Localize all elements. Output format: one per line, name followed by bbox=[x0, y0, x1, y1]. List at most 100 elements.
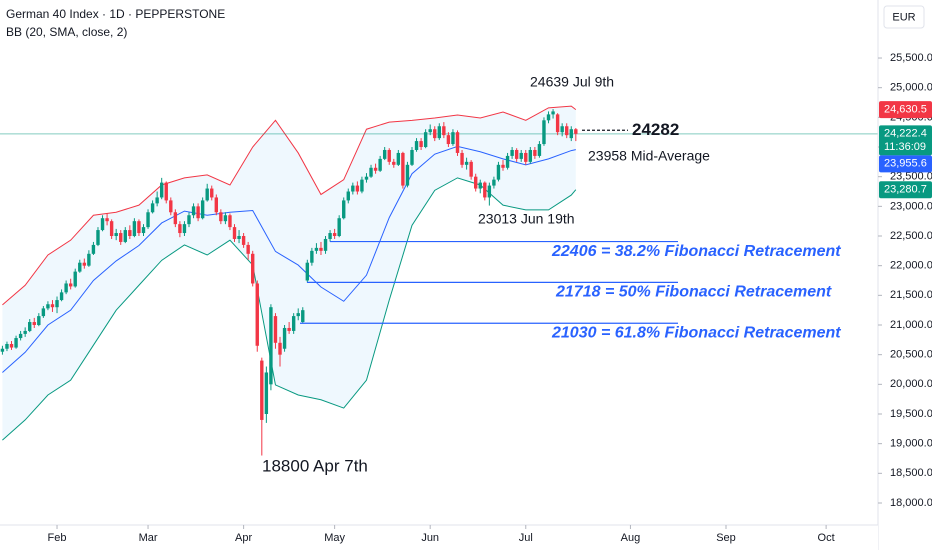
candle-body bbox=[492, 179, 496, 186]
candle-body bbox=[146, 212, 150, 228]
price-label: 23,955.6 bbox=[884, 158, 927, 170]
candle-body bbox=[241, 236, 246, 245]
plot-area: 22406 = 38.2% Fibonacci Retracement 21718… bbox=[0, 74, 878, 475]
candle-body bbox=[373, 167, 378, 171]
candle-body bbox=[442, 126, 446, 136]
y-tick-label: 22,000.0 bbox=[890, 260, 932, 272]
candle-body bbox=[246, 244, 250, 254]
candle-body bbox=[451, 132, 455, 145]
candle-body bbox=[237, 236, 241, 239]
candle-body bbox=[73, 271, 77, 287]
x-tick-label: Feb bbox=[48, 532, 67, 544]
candle-body bbox=[196, 206, 200, 219]
candle-body bbox=[187, 215, 191, 225]
candle-body bbox=[18, 333, 23, 339]
candle-body bbox=[55, 300, 59, 308]
candle-body bbox=[251, 253, 255, 284]
y-tick-label: 23,500.0 bbox=[890, 171, 932, 183]
price-label-box bbox=[879, 125, 932, 156]
annotation: 24639 Jul 9th bbox=[530, 74, 614, 90]
x-tick-label: Sep bbox=[716, 532, 736, 544]
candle-body bbox=[323, 238, 328, 251]
candle-body bbox=[255, 283, 259, 346]
x-tick-label: Jul bbox=[519, 532, 533, 544]
candle-body bbox=[164, 182, 168, 201]
x-tick-label: Jun bbox=[421, 532, 439, 544]
currency-button[interactable] bbox=[883, 5, 925, 29]
candle-body bbox=[28, 322, 32, 331]
candle-body bbox=[565, 126, 569, 136]
chart-title: German 40 Index · 1D · PEPPERSTONE bbox=[6, 7, 225, 21]
y-tick-label: 21,500.0 bbox=[890, 289, 932, 301]
candle-body bbox=[0, 348, 5, 352]
candle-body bbox=[474, 176, 478, 189]
candle-body bbox=[478, 182, 482, 189]
price-label-box bbox=[879, 155, 932, 173]
candle-body bbox=[182, 224, 187, 234]
candle-body bbox=[64, 283, 68, 293]
candle-body bbox=[505, 155, 510, 168]
currency[interactable]: EUR bbox=[892, 11, 915, 23]
candle-body bbox=[5, 343, 9, 349]
y-tick-label: 20,000.0 bbox=[890, 378, 932, 390]
candle-body bbox=[82, 262, 87, 266]
candle-body bbox=[437, 126, 441, 139]
candle-body bbox=[178, 224, 182, 234]
candle-body bbox=[551, 111, 555, 115]
time-axis-panel bbox=[0, 525, 878, 550]
candle-body bbox=[214, 197, 219, 213]
candle-body bbox=[78, 262, 82, 272]
candle-body bbox=[405, 164, 410, 186]
candle-body bbox=[537, 144, 542, 156]
y-tick-label: 20,500.0 bbox=[890, 349, 932, 361]
candle-body bbox=[91, 244, 96, 254]
x-tick-label: Oct bbox=[818, 532, 835, 544]
annotation: 24282 bbox=[632, 120, 679, 139]
candle-body bbox=[524, 152, 528, 162]
candle-body bbox=[114, 233, 118, 237]
candle-body bbox=[483, 182, 487, 198]
price-axis-panel bbox=[878, 0, 932, 550]
candle-body bbox=[119, 233, 123, 242]
candle-body bbox=[191, 206, 196, 216]
candle-body bbox=[169, 200, 173, 213]
candle-body bbox=[41, 308, 46, 317]
axes: 18,000.0 18,500.0 19,000.0 19,500.0 20,000.0… bbox=[48, 52, 932, 544]
candle-body bbox=[464, 161, 469, 165]
fib-label: 21718 = 50% Fibonacci Retracement bbox=[555, 284, 832, 301]
candle-body bbox=[460, 152, 464, 165]
y-tick-label: 19,500.0 bbox=[890, 408, 932, 420]
price-countdown: 11:36:09 bbox=[884, 141, 926, 153]
candle-body bbox=[514, 149, 519, 159]
candle-body bbox=[433, 129, 437, 139]
candle-body bbox=[423, 132, 428, 148]
x-tick-label: Aug bbox=[621, 532, 641, 544]
fib-label: 21030 = 61.8% Fibonacci Retracement bbox=[551, 324, 841, 341]
candle-body bbox=[32, 322, 36, 326]
candle-body bbox=[87, 253, 91, 266]
candle-body bbox=[14, 338, 18, 348]
price-label: 24,222.4 bbox=[884, 128, 927, 140]
candle-body bbox=[569, 129, 573, 139]
candle-body bbox=[519, 152, 523, 159]
candle-body bbox=[414, 141, 419, 150]
candle-body bbox=[132, 221, 137, 237]
price-label: 23,280.7 bbox=[884, 184, 927, 196]
candle-body bbox=[128, 230, 132, 237]
candle-body bbox=[314, 247, 319, 251]
candle-body bbox=[232, 227, 237, 239]
x-tick-label: Apr bbox=[235, 532, 252, 544]
y-tick-label: 21,000.0 bbox=[890, 319, 932, 331]
candle-body bbox=[264, 372, 269, 414]
candle-body bbox=[455, 132, 460, 153]
candle-body bbox=[269, 307, 273, 385]
candle-body bbox=[446, 135, 451, 145]
candle-body bbox=[346, 191, 350, 201]
candle-body bbox=[560, 126, 564, 133]
candle-body bbox=[291, 316, 296, 331]
price-label-box bbox=[879, 181, 932, 199]
y-tick-label: 23,000.0 bbox=[890, 200, 932, 212]
bollinger-band bbox=[2, 145, 576, 373]
y-tick-label: 25,000.0 bbox=[890, 82, 932, 94]
